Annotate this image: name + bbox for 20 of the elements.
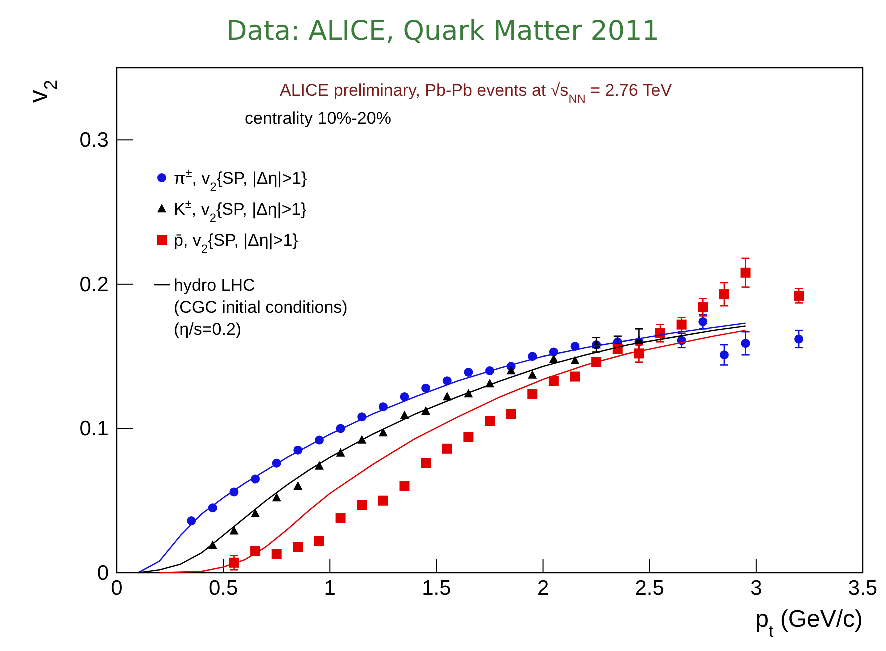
annotation: ALICE preliminary, Pb-Pb events at √s$_{NN}$ = 2.76 TeV bbox=[280, 81, 673, 106]
x-tick-label: 3.5 bbox=[848, 577, 878, 600]
x-axis-title: p$_{t}$ (GeV/c) bbox=[756, 606, 863, 640]
x-tick-label: 2.5 bbox=[635, 577, 664, 600]
x-tick-label: 3 bbox=[750, 577, 762, 600]
y-tick-label: 0.1 bbox=[80, 418, 109, 441]
chart-title: Data: ALICE, Quark Matter 2011 bbox=[226, 16, 660, 47]
y-tick-label: 0.3 bbox=[80, 129, 109, 152]
legend-label: p̄, v$_{2}${SP, |Δη|>1} bbox=[174, 231, 299, 256]
x-tick-label: 1.5 bbox=[422, 577, 452, 600]
annotation: centrality 10%-20% bbox=[245, 109, 392, 128]
legend-label: K$^{±}$, v$_{2}${SP, |Δη|>1} bbox=[174, 197, 308, 225]
y-tick-label: 0.2 bbox=[80, 273, 109, 296]
x-tick-label: 1 bbox=[324, 577, 336, 600]
x-tick-label: 0 bbox=[111, 577, 123, 600]
x-tick-label: 0.5 bbox=[208, 577, 238, 600]
x-tick-label: 2 bbox=[537, 577, 550, 600]
y-tick-label: 0 bbox=[97, 562, 109, 585]
legend-label: π$^{±}$, v$_{2}${SP, |Δη|>1} bbox=[174, 166, 308, 194]
legend-label: hydro LHC (CGC initial conditions) (η/s=0.2) bbox=[174, 276, 348, 339]
